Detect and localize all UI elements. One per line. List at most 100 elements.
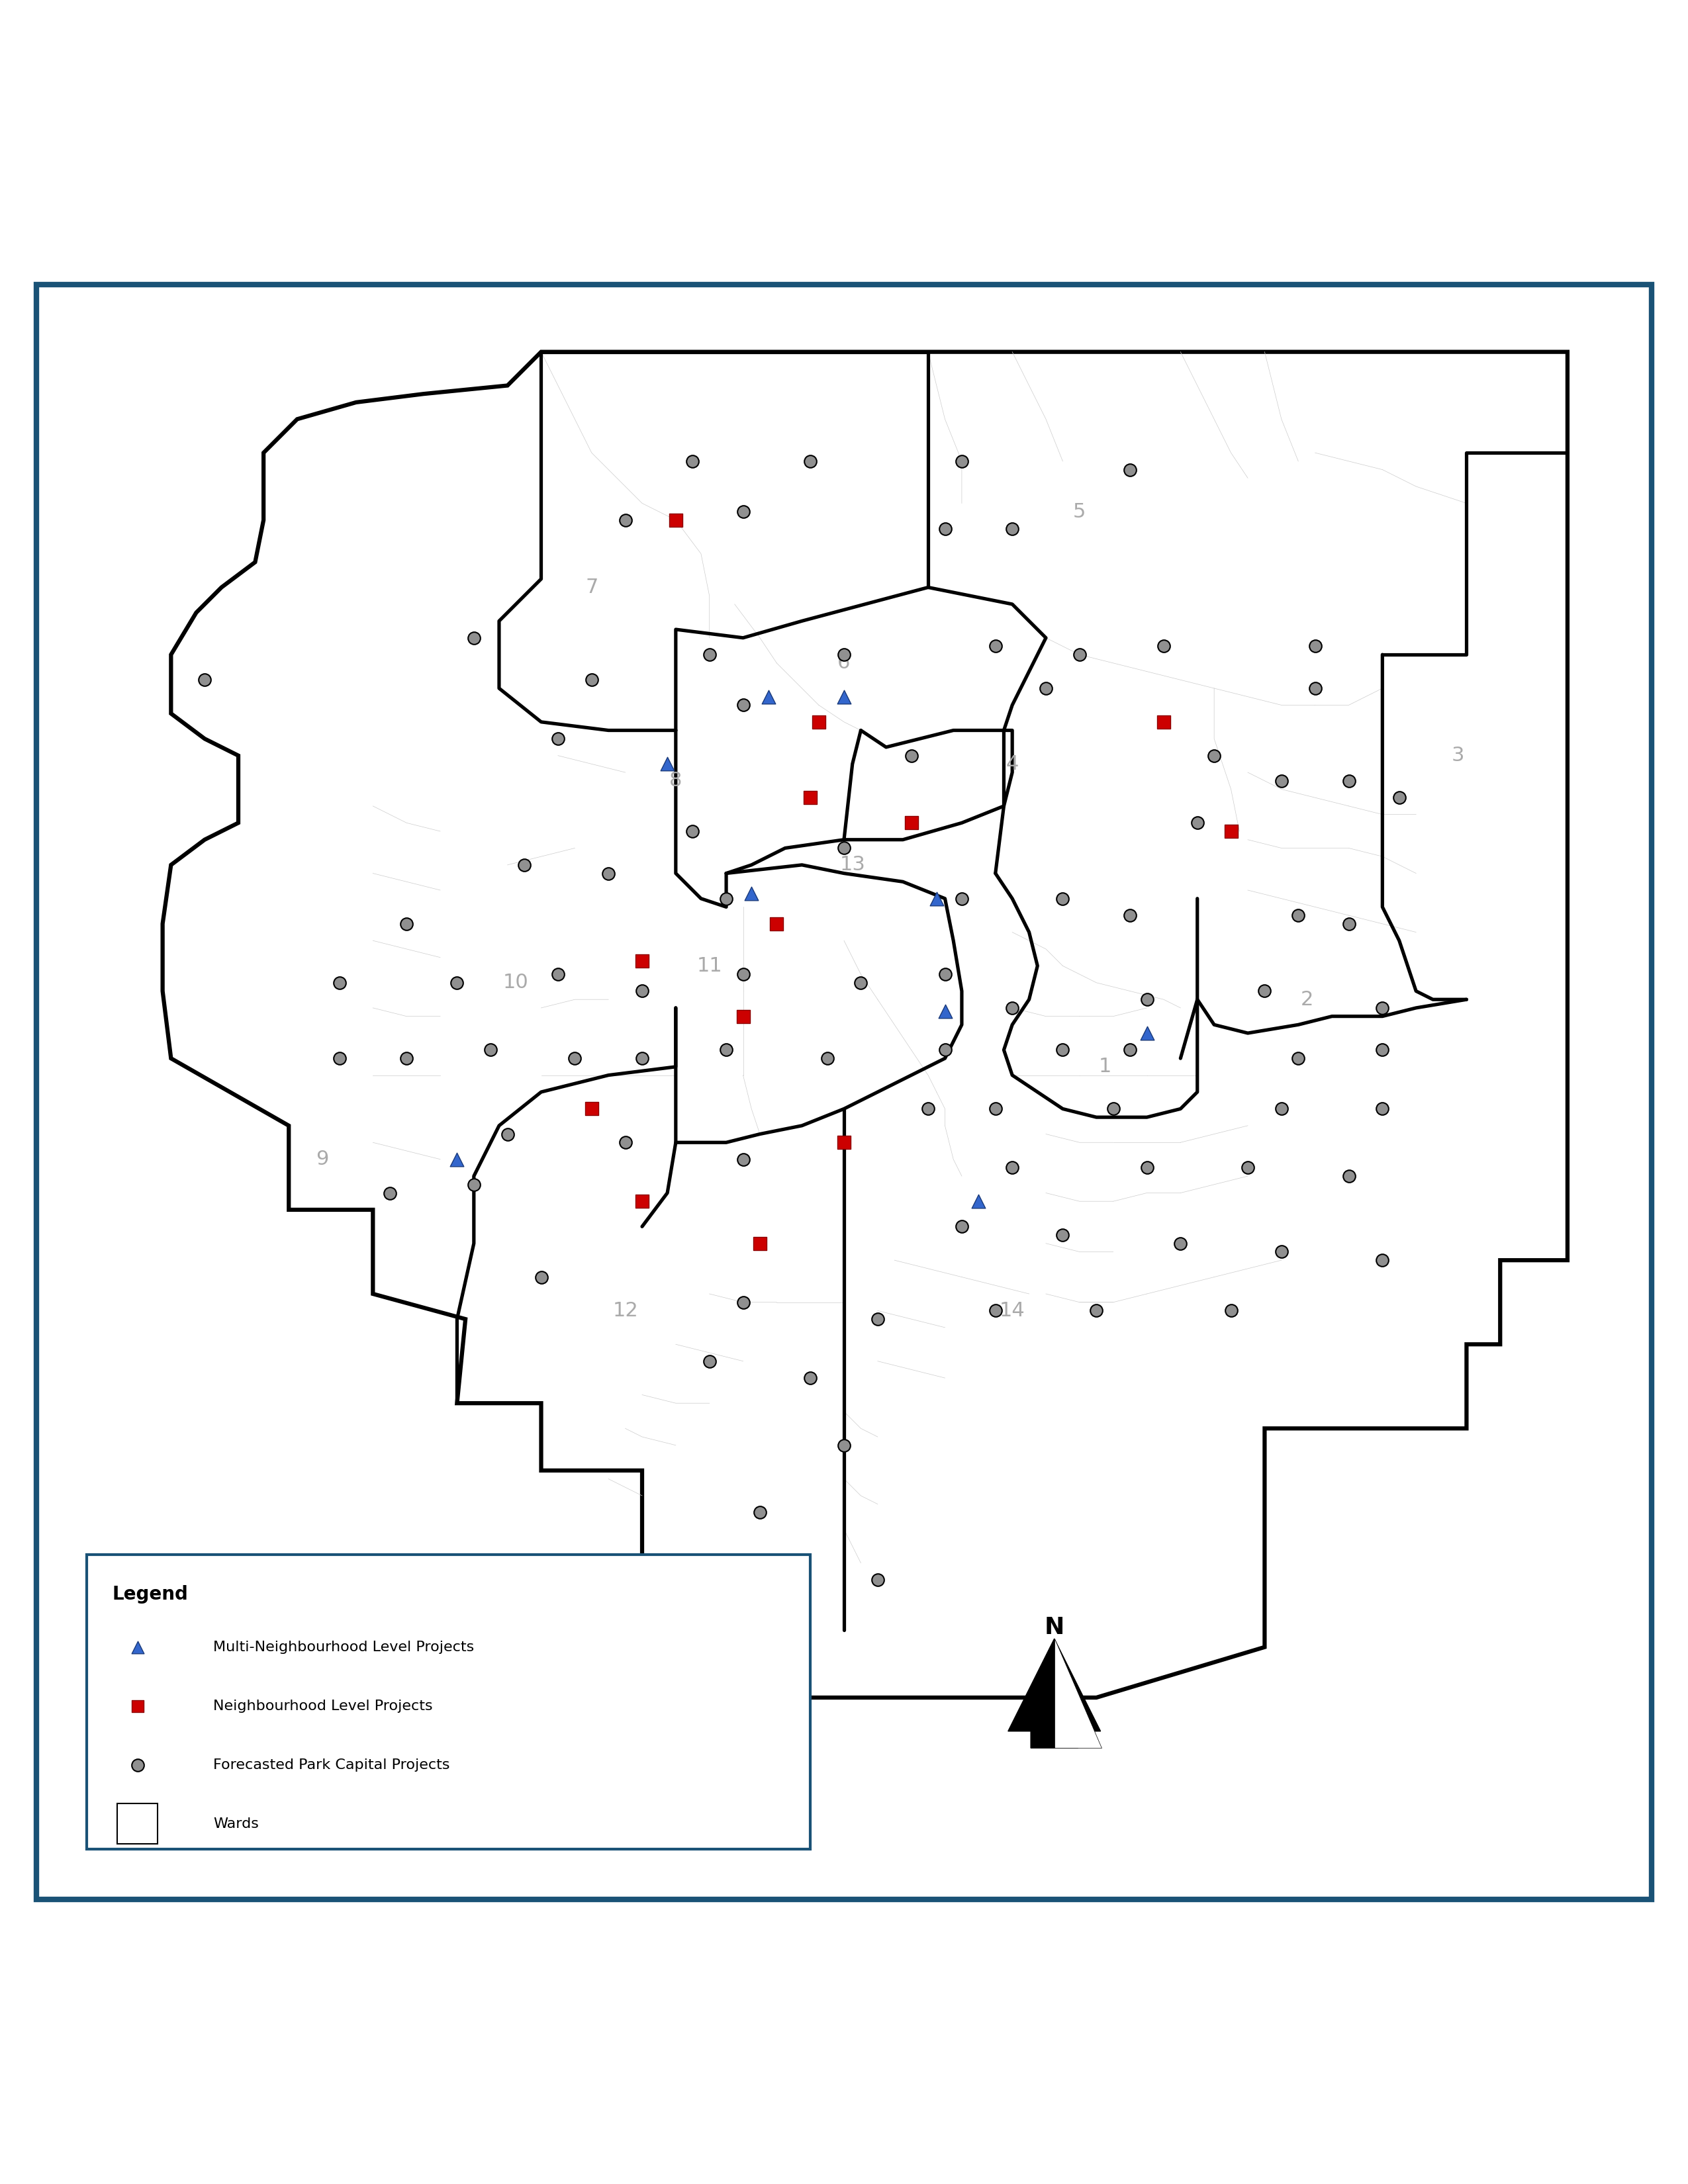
Point	[797, 780, 824, 815]
Text: 1: 1	[1099, 1057, 1111, 1077]
Point	[695, 1343, 722, 1378]
Point	[662, 502, 689, 537]
Text: 8: 8	[670, 771, 682, 791]
Point	[511, 847, 538, 882]
Text: 11: 11	[697, 957, 722, 976]
Point	[966, 1184, 993, 1219]
Point	[1183, 806, 1210, 841]
Point	[695, 638, 722, 673]
Point	[738, 876, 765, 911]
Point	[545, 957, 572, 992]
Point	[1386, 780, 1413, 815]
Point	[755, 679, 782, 714]
Point	[393, 906, 420, 941]
Point	[1200, 738, 1227, 773]
Text: N: N	[1045, 1616, 1065, 1638]
Point	[1335, 1160, 1362, 1195]
Point	[915, 1092, 942, 1127]
Point	[191, 662, 218, 697]
Point	[1150, 705, 1177, 740]
Point	[495, 1116, 522, 1151]
Text: Neighbourhood Level Projects: Neighbourhood Level Projects	[213, 1699, 432, 1712]
Point	[444, 1142, 471, 1177]
Text: Legend: Legend	[111, 1586, 187, 1603]
Point	[123, 1629, 150, 1664]
Point	[1268, 1234, 1295, 1269]
Point	[444, 965, 471, 1000]
FancyBboxPatch shape	[37, 284, 1651, 1900]
Point	[932, 957, 959, 992]
Point	[1166, 1225, 1193, 1260]
Point	[461, 1166, 488, 1201]
Polygon shape	[1055, 1638, 1102, 1747]
Point	[611, 1125, 638, 1160]
Point	[712, 880, 739, 915]
Point	[830, 1125, 858, 1160]
Point	[830, 830, 858, 865]
Point	[982, 629, 1009, 664]
Text: 6: 6	[837, 653, 851, 673]
Point	[1369, 1033, 1396, 1068]
Point	[729, 998, 756, 1033]
Point	[1234, 1151, 1261, 1186]
Point	[898, 738, 925, 773]
Point	[729, 957, 756, 992]
Point	[1116, 1033, 1143, 1068]
FancyArrow shape	[1008, 1638, 1101, 1747]
Point	[949, 880, 976, 915]
Point	[461, 620, 488, 655]
Point	[1217, 815, 1244, 850]
Polygon shape	[162, 352, 1568, 1697]
Point	[1116, 452, 1143, 487]
Point	[763, 906, 790, 941]
Point	[1335, 906, 1362, 941]
Point	[729, 688, 756, 723]
Point	[594, 856, 621, 891]
Text: 2: 2	[1300, 989, 1313, 1009]
Point	[1251, 974, 1278, 1009]
Point	[393, 1042, 420, 1077]
Point	[1050, 880, 1077, 915]
Point	[1150, 629, 1177, 664]
Text: 13: 13	[839, 856, 866, 874]
Point	[797, 443, 824, 478]
Point	[999, 989, 1026, 1024]
Point	[1217, 1293, 1244, 1328]
Point	[932, 994, 959, 1029]
Point	[1301, 629, 1328, 664]
Point	[478, 1033, 505, 1068]
Point	[1301, 670, 1328, 705]
Point	[864, 1302, 891, 1337]
FancyBboxPatch shape	[86, 1555, 810, 1850]
Point	[326, 1042, 353, 1077]
Point	[679, 815, 706, 850]
Point	[1268, 1092, 1295, 1127]
Point	[1116, 898, 1143, 933]
Point	[1285, 1042, 1312, 1077]
Point	[628, 1042, 655, 1077]
Point	[729, 494, 756, 529]
Text: 10: 10	[503, 974, 528, 992]
Text: 12: 12	[613, 1302, 638, 1321]
Point	[1268, 764, 1295, 799]
Point	[528, 1260, 555, 1295]
Point	[746, 1225, 773, 1260]
Point	[1067, 638, 1094, 673]
Point	[830, 638, 858, 673]
Point	[949, 1210, 976, 1245]
Point	[562, 1042, 589, 1077]
Text: Multi-Neighbourhood Level Projects: Multi-Neighbourhood Level Projects	[213, 1640, 474, 1653]
Point	[545, 721, 572, 756]
Point	[864, 1562, 891, 1597]
Point	[932, 511, 959, 546]
Point	[923, 880, 950, 915]
Text: Wards: Wards	[213, 1817, 258, 1830]
Point	[628, 943, 655, 978]
Text: 3: 3	[1452, 747, 1465, 764]
Point	[1285, 898, 1312, 933]
Point	[1369, 1092, 1396, 1127]
Point	[814, 1042, 841, 1077]
Text: 5: 5	[1074, 502, 1085, 522]
Point	[1133, 1016, 1160, 1051]
Point	[628, 1184, 655, 1219]
